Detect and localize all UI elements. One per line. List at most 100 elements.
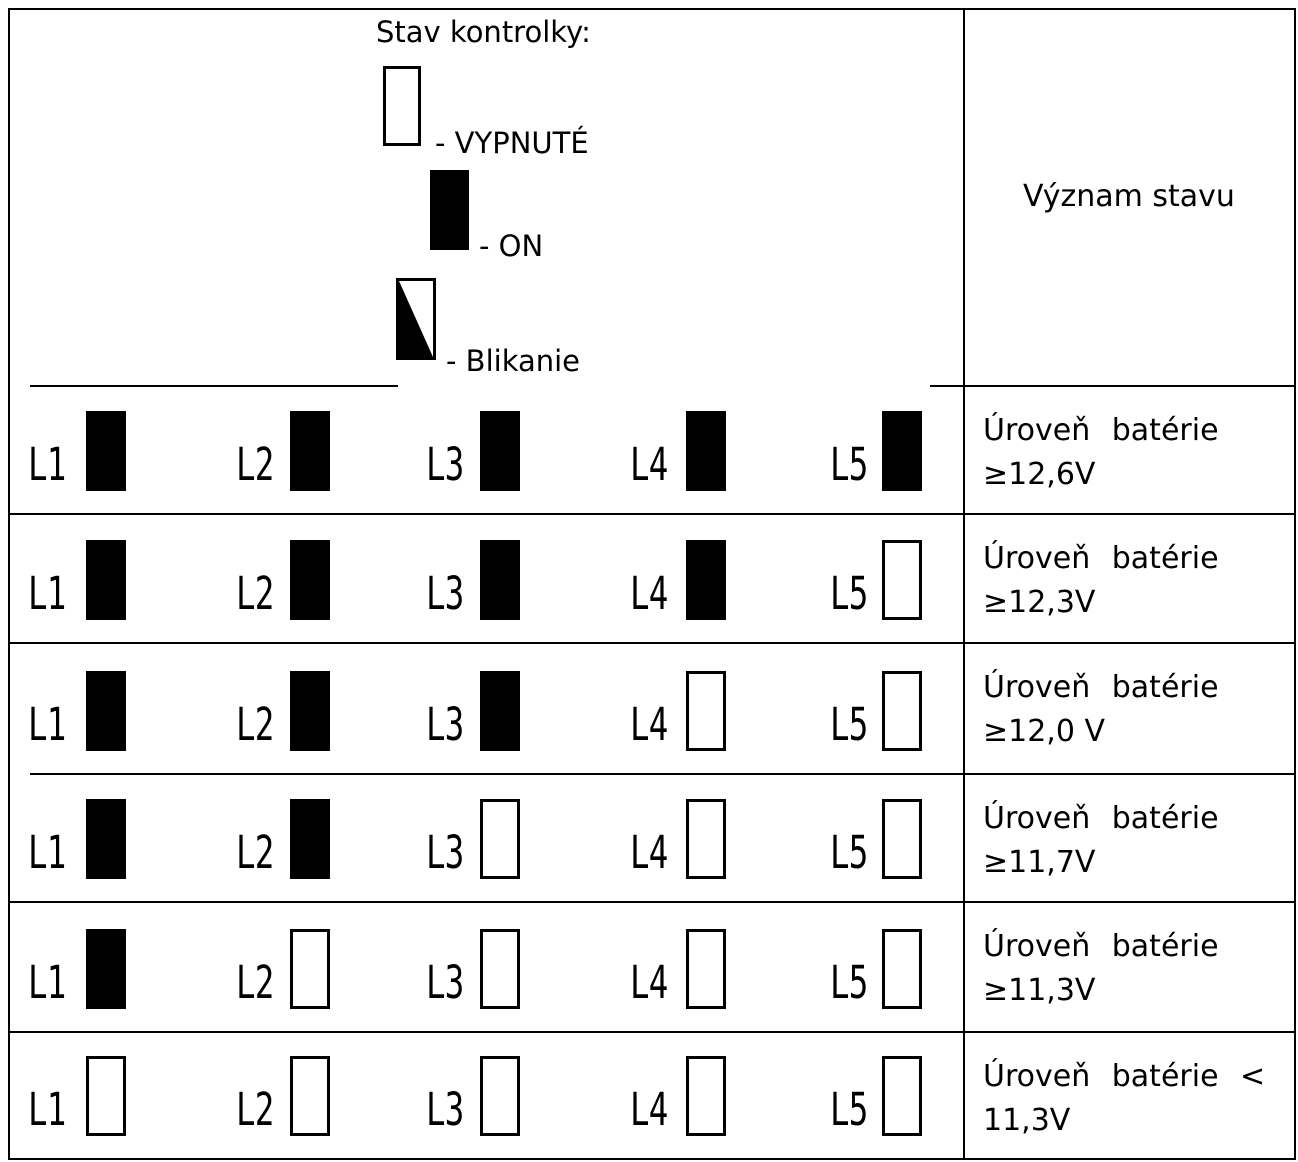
led-off-indicator-icon: [882, 671, 922, 751]
row-divider: [30, 385, 398, 387]
row-meaning: Úroveň batérie ≥11,3V: [983, 925, 1219, 1013]
led-label: L1: [28, 438, 66, 491]
led-on-indicator-icon: [290, 411, 330, 491]
led-label: L4: [630, 956, 668, 1009]
meaning-line-2: ≥11,7V: [983, 845, 1096, 880]
led-off-indicator-icon: [686, 671, 726, 751]
meaning-line-2: ≥12,3V: [983, 585, 1096, 620]
meaning-line-2: 11,3V: [983, 1103, 1071, 1138]
led-label: L5: [830, 438, 868, 491]
led-on-indicator-icon: [86, 671, 126, 751]
led-label: L2: [236, 567, 274, 620]
meaning-line-2: ≥11,3V: [983, 973, 1096, 1008]
row-meaning: Úroveň batérie ≥12,6V: [983, 409, 1219, 497]
row-divider: [8, 901, 1296, 903]
status-row: L1 L2 L3 L4 L5 Úroveň batérie ≥11,7V: [0, 775, 1298, 901]
legend-blink-label: - Blikanie: [446, 344, 581, 378]
legend-off-label: - VYPNUTÉ: [435, 126, 589, 160]
meaning-line-2: ≥12,6V: [983, 457, 1096, 492]
led-label: L3: [426, 826, 464, 879]
led-off-indicator-icon: [86, 1056, 126, 1136]
led-on-indicator-icon: [480, 411, 520, 491]
led-off-indicator-icon: [480, 1056, 520, 1136]
led-off-indicator-icon: [882, 540, 922, 620]
led-label: L5: [830, 1083, 868, 1136]
led-on-indicator-icon: [882, 411, 922, 491]
meaning-line-1: Úroveň batérie: [983, 801, 1219, 836]
column-divider: [963, 8, 965, 1160]
led-on-indicator-icon: [480, 540, 520, 620]
row-divider: [8, 1031, 1296, 1033]
legend-off-indicator-icon: [383, 66, 421, 146]
led-off-indicator-icon: [686, 929, 726, 1009]
led-label: L4: [630, 826, 668, 879]
led-off-indicator-icon: [290, 1056, 330, 1136]
table-border-top: [8, 8, 1296, 10]
led-label: L1: [28, 826, 66, 879]
legend-blink-indicator-icon: [396, 278, 436, 360]
table-border-right: [1294, 8, 1296, 1160]
led-label: L5: [830, 826, 868, 879]
led-on-indicator-icon: [686, 411, 726, 491]
table-border-left: [8, 8, 10, 1160]
led-label: L4: [630, 1083, 668, 1136]
led-off-indicator-icon: [480, 799, 520, 879]
led-off-indicator-icon: [882, 799, 922, 879]
led-label: L3: [426, 1083, 464, 1136]
led-label: L3: [426, 438, 464, 491]
led-label: L5: [830, 956, 868, 1009]
row-divider: [8, 642, 1296, 644]
row-divider: [30, 773, 1296, 775]
meaning-line-1: Úroveň batérie: [983, 929, 1219, 964]
led-off-indicator-icon: [686, 1056, 726, 1136]
led-on-indicator-icon: [86, 540, 126, 620]
led-label: L4: [630, 567, 668, 620]
led-label: L2: [236, 1083, 274, 1136]
row-divider: [930, 773, 1296, 775]
legend-title: Stav kontrolky:: [376, 15, 591, 49]
led-off-indicator-icon: [480, 929, 520, 1009]
led-on-indicator-icon: [86, 929, 126, 1009]
led-label: L1: [28, 698, 66, 751]
row-meaning: Úroveň batérie ≥12,3V: [983, 537, 1219, 625]
row-meaning: Úroveň batérie ≥11,7V: [983, 797, 1219, 885]
row-meaning: Úroveň batérie ≥12,0 V: [983, 666, 1219, 754]
meaning-line-1: Úroveň batérie <: [983, 1059, 1266, 1094]
row-divider: [930, 385, 1296, 387]
led-label: L3: [426, 567, 464, 620]
led-on-indicator-icon: [86, 799, 126, 879]
led-label: L3: [426, 956, 464, 1009]
status-row: L1 L2 L3 L4 L5 Úroveň batérie ≥12,6V: [0, 387, 1298, 513]
led-on-indicator-icon: [686, 540, 726, 620]
led-label: L1: [28, 1083, 66, 1136]
row-meaning: Úroveň batérie < 11,3V: [983, 1055, 1265, 1143]
led-off-indicator-icon: [686, 799, 726, 879]
status-row: L1 L2 L3 L4 L5 Úroveň batérie ≥11,3V: [0, 903, 1298, 1031]
led-label: L1: [28, 567, 66, 620]
meaning-line-1: Úroveň batérie: [983, 670, 1219, 705]
status-row: L1 L2 L3 L4 L5 Úroveň batérie < 11,3V: [0, 1033, 1298, 1158]
led-label: L5: [830, 698, 868, 751]
led-label: L4: [630, 698, 668, 751]
status-row: L1 L2 L3 L4 L5 Úroveň batérie ≥12,0 V: [0, 644, 1298, 773]
led-label: L4: [630, 438, 668, 491]
table-border-bottom: [8, 1158, 1296, 1160]
row-divider: [8, 513, 1296, 515]
led-label: L2: [236, 698, 274, 751]
led-label: L3: [426, 698, 464, 751]
led-on-indicator-icon: [290, 799, 330, 879]
meaning-line-1: Úroveň batérie: [983, 413, 1219, 448]
led-on-indicator-icon: [290, 671, 330, 751]
legend-on-label: - ON: [479, 229, 544, 263]
meaning-column-header: Význam stavu: [1023, 179, 1235, 214]
led-label: L2: [236, 826, 274, 879]
led-off-indicator-icon: [882, 929, 922, 1009]
led-label: L2: [236, 956, 274, 1009]
led-on-indicator-icon: [290, 540, 330, 620]
legend-on-indicator-icon: [430, 170, 469, 250]
led-on-indicator-icon: [86, 411, 126, 491]
status-row: L1 L2 L3 L4 L5 Úroveň batérie ≥12,3V: [0, 515, 1298, 642]
led-label: L5: [830, 567, 868, 620]
led-label: L1: [28, 956, 66, 1009]
meaning-line-2: ≥12,0 V: [983, 714, 1105, 749]
